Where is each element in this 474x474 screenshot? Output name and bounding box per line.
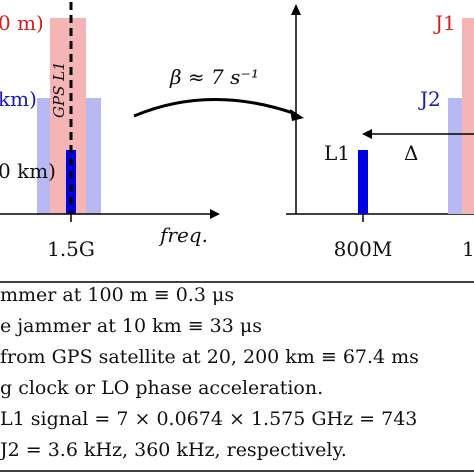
jammer-near-label: 0 m) xyxy=(0,11,44,35)
transform-arrow xyxy=(133,98,297,118)
jammer-far-label: 0 km) xyxy=(0,159,56,183)
note-line-4: g clock or LO phase acceleration. xyxy=(0,377,324,399)
jammer-mid-label: km) xyxy=(0,87,37,111)
note-line-2: e jammer at 10 km ≡ 33 μs xyxy=(0,315,262,337)
note-line-5: L1 signal = 7 × 0.0674 × 1.575 GHz = 743 xyxy=(0,408,418,430)
j1-label: J1 xyxy=(433,11,456,35)
gps-l1-bar xyxy=(66,150,76,214)
delta-arrowhead xyxy=(362,129,372,139)
l1-bar xyxy=(358,150,368,214)
delta-label: Δ xyxy=(404,141,418,165)
right-x-tick-800m: 800M xyxy=(334,237,393,261)
gps-l1-label: GPS L1 xyxy=(50,61,68,118)
left-x-axis-label: freq. xyxy=(158,223,208,247)
l1-label: L1 xyxy=(324,141,350,165)
diagram-canvas: 0 m) km) 0 km) GPS L1 1.5G freq. β ≈ 7 s… xyxy=(0,2,474,261)
acceleration-label: β ≈ 7 s⁻¹ xyxy=(169,65,259,89)
left-x-tick-label: 1.5G xyxy=(47,237,95,261)
j2-label: J2 xyxy=(418,87,441,111)
note-line-3: from GPS satellite at 20, 200 km ≡ 67.4 … xyxy=(0,346,419,368)
transform-arrowhead xyxy=(290,109,304,121)
notes-block: mmer at 100 m ≡ 0.3 μs e jammer at 10 km… xyxy=(0,282,474,474)
right-x-tick-partial: 1 xyxy=(462,237,474,261)
left-x-axis-arrowhead xyxy=(210,209,220,219)
j1-band xyxy=(462,18,474,214)
note-line-1: mmer at 100 m ≡ 0.3 μs xyxy=(0,284,235,306)
right-y-axis-arrowhead xyxy=(291,4,301,15)
note-line-6: J2 = 3.6 kHz, 360 kHz, respectively. xyxy=(0,439,347,461)
